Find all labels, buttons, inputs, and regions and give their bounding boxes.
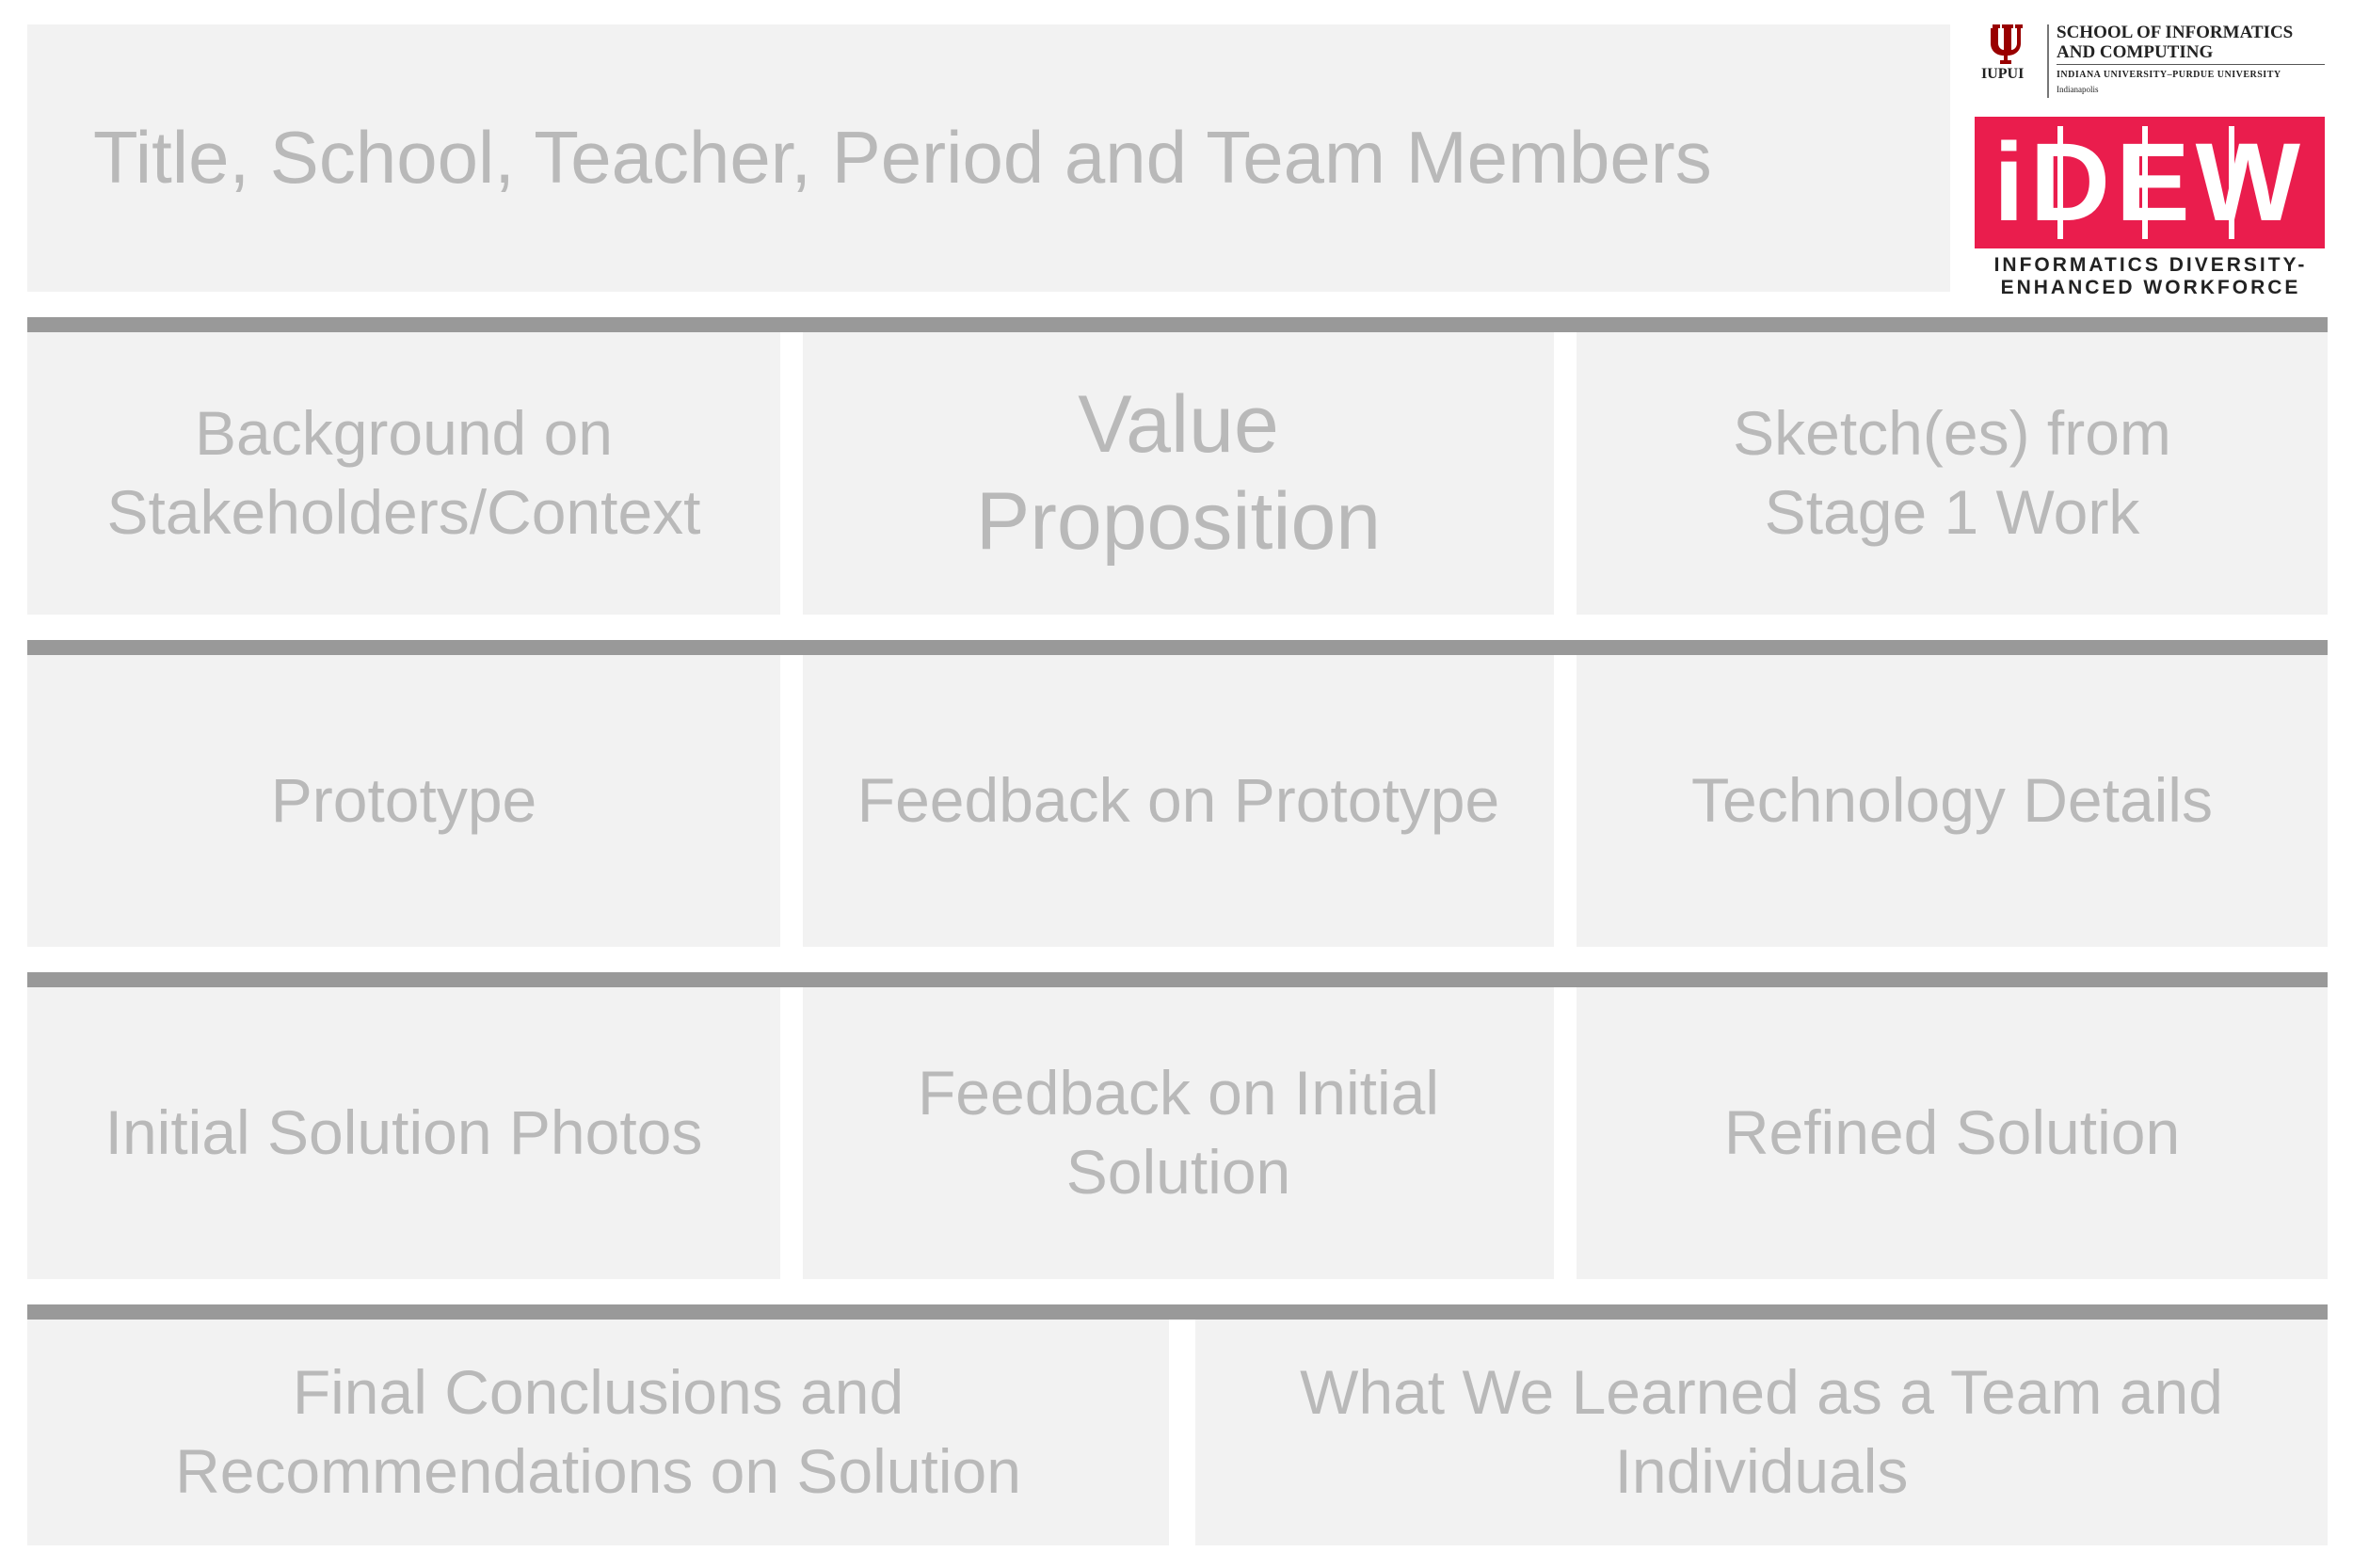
wordmark-separator (2057, 126, 2063, 239)
school-rule (2057, 64, 2325, 65)
title-placeholder[interactable]: Title, School, Teacher, Period and Team … (27, 24, 1950, 292)
cell-value-proposition[interactable]: Value Proposition (803, 332, 1554, 615)
cell-feedback-prototype[interactable]: Feedback on Prototype (803, 655, 1554, 947)
cell-final-conclusions[interactable]: Final Conclusions and Recommendations on… (27, 1320, 1169, 1545)
cell-prototype[interactable]: Prototype (27, 655, 780, 947)
cell-text-line: Value (1078, 378, 1279, 470)
wordmark-separator (2229, 126, 2234, 239)
cell-refined-solution[interactable]: Refined Solution (1577, 987, 2328, 1279)
iu-trident-icon (1991, 24, 2023, 64)
university-name: INDIANA UNIVERSITY–PURDUE UNIVERSITY (2057, 70, 2281, 80)
page-title: Title, School, Teacher, Period and Team … (93, 116, 1712, 200)
cell-text-line: What We Learned as a Team and (1300, 1357, 2223, 1428)
row-3-bar (118, 972, 2328, 987)
cell-text-line: Solution (1065, 1137, 1291, 1207)
cell-text-line: Individuals (1614, 1436, 1909, 1506)
cell-text-line: Refined Solution (1723, 1097, 2181, 1168)
cell-sketches[interactable]: Sketch(es) from Stage 1 Work (1577, 332, 2328, 615)
cell-background-stakeholders[interactable]: Background on Stakeholders/Context (27, 332, 780, 615)
cell-text-line: Background on (195, 398, 613, 469)
wordmark-separator (2142, 126, 2148, 239)
row-2-bar (118, 640, 2328, 655)
cell-technology-details[interactable]: Technology Details (1577, 655, 2328, 947)
idew-tagline-line1: INFORMATICS DIVERSITY- (1993, 254, 2308, 276)
iupui-label: IUPUI (1981, 66, 2025, 82)
cell-text-line: Technology Details (1691, 765, 2213, 836)
school-name-line2: AND COMPUTING (2057, 42, 2214, 62)
cell-text-line: Feedback on Initial (917, 1058, 1439, 1128)
cell-text-line: Initial Solution Photos (104, 1097, 703, 1168)
cell-text-line: Prototype (270, 765, 537, 836)
cell-text-line: Stage 1 Work (1764, 477, 2140, 547)
iupui-idew-logo: IUPUI SCHOOL OF INFORMATICS AND COMPUTIN… (1972, 17, 2329, 299)
school-name-line1: SCHOOL OF INFORMATICS (2057, 23, 2294, 42)
logo-divider (2047, 24, 2049, 98)
cell-text-line: Sketch(es) from (1733, 398, 2171, 469)
cell-text-line: Recommendations on Solution (175, 1436, 1021, 1506)
cell-text-line: Proposition (975, 476, 1382, 567)
cell-text-line: Stakeholders/Context (106, 477, 701, 547)
idew-wordmark-block: iDEW (1975, 117, 2325, 248)
cell-text-line: Final Conclusions and (292, 1357, 904, 1428)
cell-initial-solution-photos[interactable]: Initial Solution Photos (27, 987, 780, 1279)
city-name: Indianapolis (2057, 85, 2099, 94)
idew-tagline-line2: ENHANCED WORKFORCE (2000, 277, 2301, 298)
idew-wordmark: iDEW (1993, 120, 2307, 245)
row-1-bar (118, 317, 2328, 332)
cell-text-line: Feedback on Prototype (856, 765, 1500, 836)
cell-what-we-learned[interactable]: What We Learned as a Team and Individual… (1195, 1320, 2328, 1545)
row-4-bar (118, 1304, 2328, 1320)
cell-feedback-initial-solution[interactable]: Feedback on Initial Solution (803, 987, 1554, 1279)
